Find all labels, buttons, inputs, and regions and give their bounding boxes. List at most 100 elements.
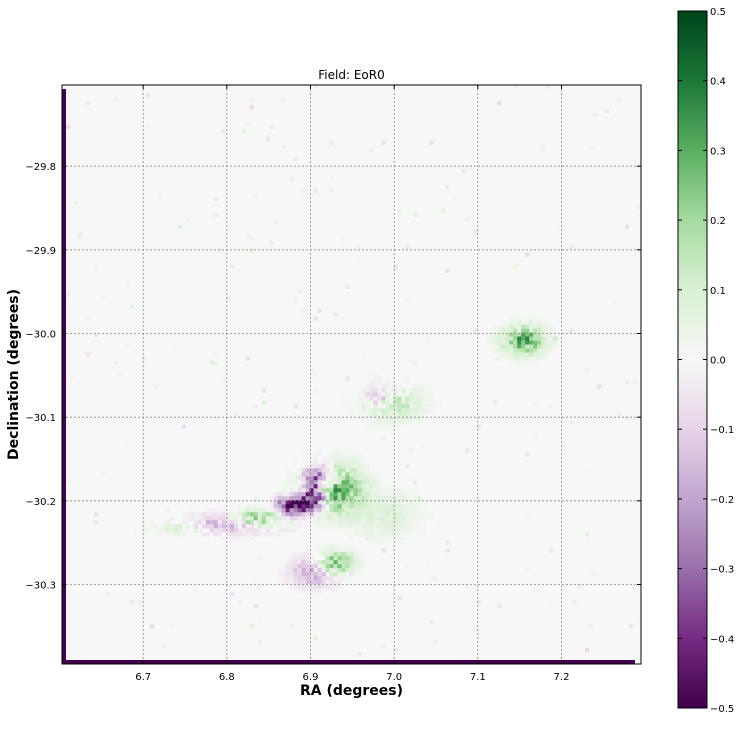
heatmap-cell — [149, 624, 155, 629]
heatmap-cell — [353, 524, 358, 529]
heatmap-cell — [517, 336, 522, 341]
heatmap-cell — [381, 508, 386, 513]
heatmap-cell — [369, 472, 374, 477]
heatmap-cell — [417, 396, 422, 401]
heatmap-cell — [409, 520, 414, 525]
heatmap-cell — [305, 588, 310, 593]
heatmap-cell — [221, 516, 227, 521]
heatmap-cell — [349, 480, 354, 485]
heatmap-cell — [413, 212, 418, 218]
heatmap-cell — [337, 528, 342, 533]
heatmap-cell — [261, 516, 266, 521]
heatmap-cell — [417, 420, 422, 425]
heatmap-cell — [517, 320, 522, 325]
heatmap-cell — [341, 560, 346, 565]
heatmap-cell — [317, 564, 322, 569]
heatmap-cell — [533, 432, 538, 437]
heatmap-cell — [405, 528, 410, 533]
heatmap-cell — [353, 488, 358, 493]
heatmap-cell — [321, 476, 326, 481]
heatmap-cell — [293, 580, 298, 585]
x-tick-label: 6.7 — [135, 672, 151, 683]
heatmap-cell — [389, 404, 394, 409]
heatmap-cell — [317, 472, 322, 477]
x-tick-label: 6.8 — [219, 672, 235, 683]
heatmap-cell — [313, 584, 318, 589]
heatmap-cell — [349, 396, 354, 401]
heatmap-cell — [385, 536, 390, 541]
heatmap-cell — [297, 572, 302, 577]
heatmap-cell — [321, 464, 326, 469]
heatmap-cell — [393, 400, 398, 405]
heatmap-cell — [373, 476, 378, 481]
heatmap-cell — [301, 472, 306, 477]
heatmap-cell — [373, 488, 378, 493]
heatmap-cell — [313, 460, 318, 465]
heatmap-cell — [333, 464, 338, 469]
heatmap-cell — [305, 576, 310, 581]
heatmap-cell — [269, 508, 274, 513]
heatmap-cell — [385, 496, 390, 501]
heatmap-cell — [357, 468, 362, 473]
heatmap-cell — [497, 340, 502, 345]
heatmap-cell — [353, 528, 358, 533]
colorbar-tick-label: 0.5 — [710, 7, 726, 18]
heatmap-cell — [145, 528, 151, 533]
heatmap-cell — [373, 408, 378, 413]
heatmap-cell — [529, 316, 534, 321]
heatmap-cell — [317, 508, 322, 513]
heatmap-cell — [273, 520, 278, 525]
heatmap-cell — [257, 508, 262, 513]
heatmap-cell — [381, 384, 386, 389]
heatmap-cell — [221, 508, 227, 513]
heatmap-cell — [385, 504, 390, 509]
heatmap-cell — [289, 512, 294, 517]
heatmap-cell — [333, 548, 338, 553]
heatmap-cell — [249, 624, 254, 629]
heatmap-cell — [301, 488, 306, 493]
heatmap-cell — [413, 512, 418, 517]
heatmap-cell — [401, 644, 406, 649]
heatmap-cell — [253, 528, 258, 533]
heatmap-cell — [365, 512, 370, 517]
heatmap-cell — [297, 496, 302, 501]
heatmap-cell — [357, 460, 362, 465]
heatmap-cell — [209, 516, 215, 521]
y-tick-label: −29.9 — [25, 246, 56, 257]
heatmap-cell — [525, 332, 530, 337]
heatmap-cell — [249, 520, 254, 525]
heatmap-cell — [341, 528, 346, 533]
heatmap-cell — [333, 504, 338, 509]
heatmap-cell — [497, 332, 502, 337]
heatmap-cell — [293, 404, 298, 409]
heatmap-cell — [385, 516, 390, 521]
heatmap-cell — [345, 408, 350, 413]
heatmap-cell — [301, 584, 306, 589]
heatmap-cell — [257, 520, 262, 525]
heatmap-cell — [361, 392, 366, 397]
heatmap-cell — [553, 340, 558, 345]
heatmap-cell — [237, 508, 242, 513]
heatmap-cell — [305, 476, 310, 481]
heatmap-cell — [277, 492, 282, 497]
heatmap-cell — [321, 516, 326, 521]
heatmap-cell — [417, 384, 422, 389]
heatmap-cell — [65, 124, 71, 130]
heatmap-cell — [369, 380, 374, 385]
heatmap-cell — [377, 540, 382, 545]
heatmap-cell — [397, 496, 402, 501]
heatmap-cell — [241, 524, 246, 529]
heatmap-cell — [297, 564, 302, 569]
heatmap-cell — [361, 516, 366, 521]
heatmap-cell — [329, 172, 334, 178]
heatmap-cell — [145, 124, 151, 130]
heatmap-cell — [417, 516, 422, 521]
heatmap-cell — [397, 420, 402, 425]
heatmap-cell — [297, 476, 302, 481]
heatmap-cell — [297, 512, 302, 517]
heatmap-cell — [313, 580, 318, 585]
heatmap-cell — [205, 532, 211, 537]
heatmap-cell — [361, 412, 366, 417]
heatmap-cell — [529, 320, 534, 325]
heatmap-cell — [221, 520, 227, 525]
